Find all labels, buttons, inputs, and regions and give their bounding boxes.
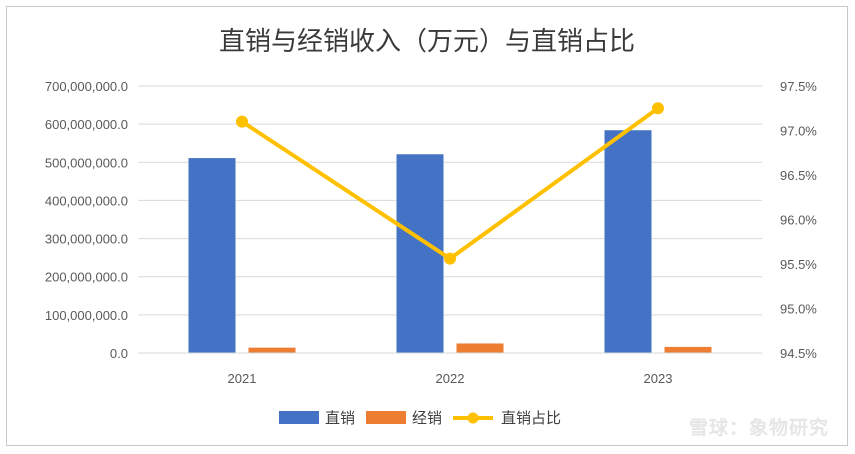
bar-distribution-2021	[248, 347, 296, 353]
bar-direct-2022	[396, 154, 444, 353]
right-tick-label: 95.0%	[780, 302, 817, 317]
x-tick-label: 2023	[644, 371, 673, 386]
ratio-point-2021	[236, 115, 248, 128]
right-tick-label: 96.0%	[780, 213, 817, 228]
bar-direct-2023	[604, 130, 652, 353]
legend-label-0: 直销	[325, 409, 355, 427]
legend: 直销 经销 直销占比	[279, 409, 561, 427]
legend-label-2: 直销占比	[501, 409, 561, 427]
left-tick-label: 600,000,000.0	[45, 117, 128, 132]
right-tick-label: 95.5%	[780, 257, 817, 272]
left-tick-label: 700,000,000.0	[45, 79, 128, 94]
ratio-point-2023	[652, 102, 664, 115]
bar-distribution-2022	[456, 343, 504, 353]
x-tick-label: 2021	[228, 371, 257, 386]
bar-distribution-2023	[664, 346, 712, 353]
legend-marker	[467, 412, 479, 424]
watermark: 雪球：象物研究	[688, 417, 829, 439]
right-tick-label: 96.5%	[780, 168, 817, 183]
left-tick-label: 400,000,000.0	[45, 193, 128, 208]
x-tick-label: 2022	[436, 371, 465, 386]
legend-swatch-0	[279, 411, 319, 424]
left-tick-label: 200,000,000.0	[45, 270, 128, 285]
ratio-point-2022	[444, 252, 456, 265]
legend-label-1: 经销	[412, 409, 442, 427]
bars	[188, 130, 712, 353]
left-tick-label: 500,000,000.0	[45, 155, 128, 170]
gridlines	[138, 85, 762, 316]
right-tick-label: 94.5%	[780, 346, 817, 361]
bar-direct-2021	[188, 158, 236, 353]
ratio-line	[236, 102, 664, 265]
ratio-polyline	[240, 106, 660, 261]
axes: 0.0 100,000,000.0 200,000,000.0 300,000,000…	[45, 79, 817, 386]
chart-title: 直销与经销收入（万元）与直销占比	[219, 27, 635, 57]
right-tick-label: 97.0%	[780, 124, 817, 139]
left-tick-label: 0.0	[110, 346, 128, 361]
legend-swatch-1	[366, 411, 406, 424]
right-tick-label: 97.5%	[780, 79, 817, 94]
left-tick-label: 100,000,000.0	[45, 308, 128, 323]
left-tick-label: 300,000,000.0	[45, 232, 128, 247]
